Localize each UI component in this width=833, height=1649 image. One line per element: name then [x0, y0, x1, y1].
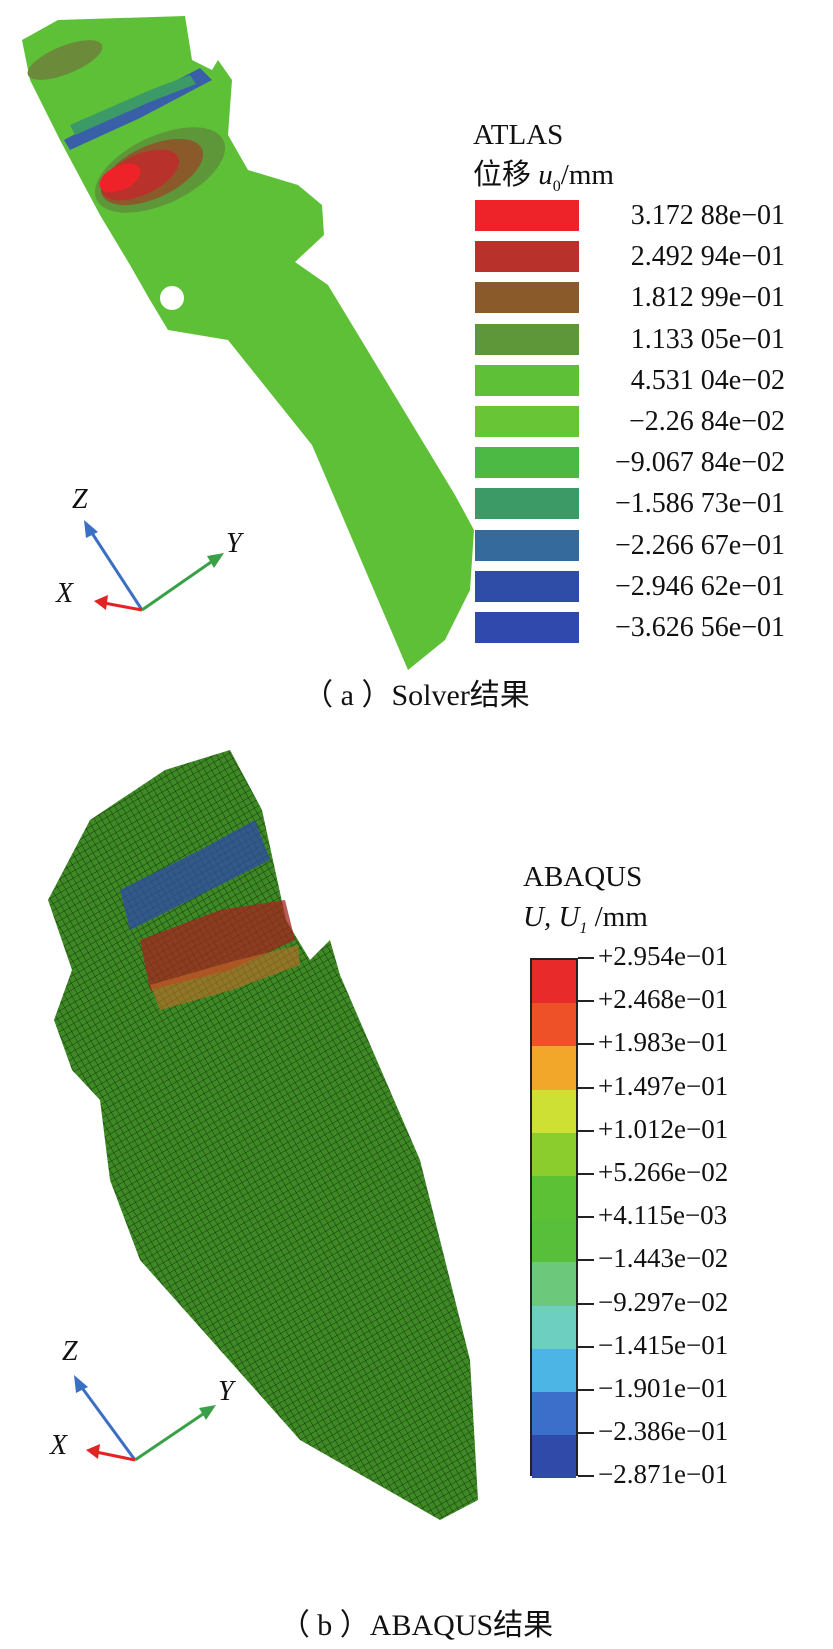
- legend-row: −1.586 73e−01: [475, 488, 785, 521]
- legend-title-abaqus: ABAQUS: [523, 861, 643, 893]
- legend-value: −1.586 73e−01: [614, 488, 785, 520]
- legend-row: −2.26 84e−02: [475, 406, 785, 439]
- abaqus-tick: [578, 1000, 594, 1003]
- legend-value: 4.531 04e−02: [630, 364, 785, 396]
- abaqus-tick-label: −9.297e−02: [598, 1286, 729, 1317]
- abaqus-tick: [578, 1216, 594, 1219]
- abaqus-red-band: [140, 900, 295, 990]
- legend-value: −3.626 56e−01: [614, 612, 785, 643]
- panel-b-abaqus-result: Z Y X ABAQUS U, U1 /mm +2.954e−01 +2.468e…: [0, 740, 833, 1649]
- abaqus-tick: [578, 1475, 594, 1478]
- abaqus-tick-label: −2.386e−01: [598, 1416, 729, 1447]
- abaqus-tick-label: −2.871e−01: [598, 1459, 729, 1490]
- legend-swatch: [475, 570, 579, 602]
- abaqus-tick-label: +2.954e−01: [598, 941, 729, 971]
- contour-upper-brown: [27, 40, 103, 80]
- legend-value: −9.067 84e−02: [614, 447, 785, 479]
- abaqus-orange-band: [150, 945, 300, 1010]
- abaqus-color-band: [532, 1435, 576, 1479]
- legend-subtitle-atlas: 位移 u0/mm: [473, 159, 614, 195]
- contour-red-peak: [99, 163, 141, 193]
- axis-y-label: Y: [226, 528, 242, 559]
- axis-x-label: X: [50, 1430, 68, 1461]
- abaqus-color-band: [532, 1046, 576, 1090]
- abaqus-tick: [578, 957, 594, 959]
- legend-subtitle-abaqus: U, U1 /mm: [523, 901, 648, 937]
- caption-b: （ b ）ABAQUS结果: [279, 1609, 554, 1642]
- abaqus-color-band: [532, 1003, 576, 1047]
- abaqus-tick: [578, 1043, 594, 1046]
- legend-swatch: [475, 529, 579, 561]
- legend-value: −2.26 84e−02: [628, 406, 785, 437]
- axis-y-label: Y: [218, 1376, 234, 1407]
- legend-swatch: [475, 241, 579, 273]
- legend-swatch: [475, 488, 579, 520]
- abaqus-color-band: [532, 1219, 576, 1263]
- legend-value: 2.492 94e−01: [630, 241, 785, 273]
- legend-row: 1.812 99e−01: [475, 282, 785, 315]
- legend-swatch: [475, 406, 579, 437]
- legend-swatch: [475, 200, 579, 231]
- axis-triad-b: [74, 1375, 216, 1462]
- legend-swatch: [475, 323, 579, 355]
- abaqus-color-band: [532, 1132, 576, 1176]
- legend-value: 1.812 99e−01: [630, 282, 785, 314]
- legend-row: 2.492 94e−01: [475, 241, 785, 274]
- legend-swatch: [475, 612, 579, 643]
- panel-a-solver-result: Z Y X ATLAS 位移 u0/mm 3.172 88e−01 2.492 9…: [0, 0, 833, 740]
- blade-body: [22, 16, 474, 670]
- abaqus-color-band: [532, 1305, 576, 1349]
- legend-value: −2.266 67e−01: [614, 529, 785, 561]
- abaqus-tick-label: +4.115e−03: [598, 1200, 728, 1231]
- abaqus-tick-label: +5.266e−02: [598, 1157, 729, 1187]
- abaqus-color-band: [532, 1348, 576, 1392]
- legend-row: −2.946 62e−01: [475, 570, 785, 604]
- abaqus-color-band: [532, 960, 576, 1004]
- abaqus-tick-label: −1.901e−01: [598, 1373, 729, 1403]
- abaqus-tick-label: −1.443e−02: [598, 1243, 729, 1274]
- abaqus-color-bar: [530, 958, 578, 1479]
- legend-value: −2.946 62e−01: [614, 570, 785, 602]
- legend-row: −3.626 56e−01: [475, 612, 785, 645]
- legend-swatch: [475, 282, 579, 314]
- axis-triad-a: [84, 520, 224, 612]
- axis-z-label: Z: [72, 484, 88, 515]
- legend-row: 3.172 88e−01: [475, 200, 785, 233]
- abaqus-tick-label: −1.415e−01: [598, 1329, 729, 1360]
- legend-swatch: [475, 447, 579, 479]
- abaqus-tick: [578, 1432, 594, 1435]
- abaqus-blue-band: [120, 820, 270, 930]
- abaqus-color-band: [532, 1089, 576, 1133]
- abaqus-tick: [578, 1389, 594, 1391]
- abaqus-tick: [578, 1259, 594, 1262]
- legend-value: 1.133 05e−01: [630, 323, 785, 355]
- abaqus-color-band: [532, 1176, 576, 1220]
- abaqus-body: [48, 750, 478, 1520]
- abaqus-tick-label: +2.468e−01: [598, 984, 729, 1015]
- abaqus-tick-label: +1.012e−01: [598, 1113, 729, 1144]
- abaqus-color-band: [532, 1262, 576, 1306]
- legend-row: −2.266 67e−01: [475, 529, 785, 563]
- legend-title-atlas: ATLAS: [473, 119, 564, 151]
- contour-teal-band: [70, 75, 196, 135]
- caption-a: （ a ）Solver结果: [303, 679, 530, 712]
- abaqus-tick: [578, 1345, 594, 1348]
- axis-z-label: Z: [62, 1336, 78, 1367]
- abaqus-tick: [578, 1086, 594, 1089]
- abaqus-tick: [578, 1129, 594, 1132]
- notch: [160, 286, 184, 310]
- legend-row: 1.133 05e−01: [475, 323, 785, 357]
- legend-row: −9.067 84e−02: [475, 447, 785, 480]
- legend-swatch: [475, 364, 579, 396]
- abaqus-tick: [578, 1302, 594, 1305]
- legend-value: 3.172 88e−01: [630, 200, 785, 231]
- abaqus-color-band: [532, 1392, 576, 1436]
- axis-x-label: X: [56, 578, 74, 609]
- solver-displacement-contour: [22, 16, 474, 670]
- abaqus-tick-label: +1.497e−01: [598, 1070, 729, 1101]
- abaqus-tick: [578, 1173, 594, 1175]
- legend-row: 4.531 04e−02: [475, 364, 785, 398]
- abaqus-tick-label: +1.983e−01: [598, 1027, 729, 1058]
- abaqus-displacement-contour: [48, 750, 478, 1520]
